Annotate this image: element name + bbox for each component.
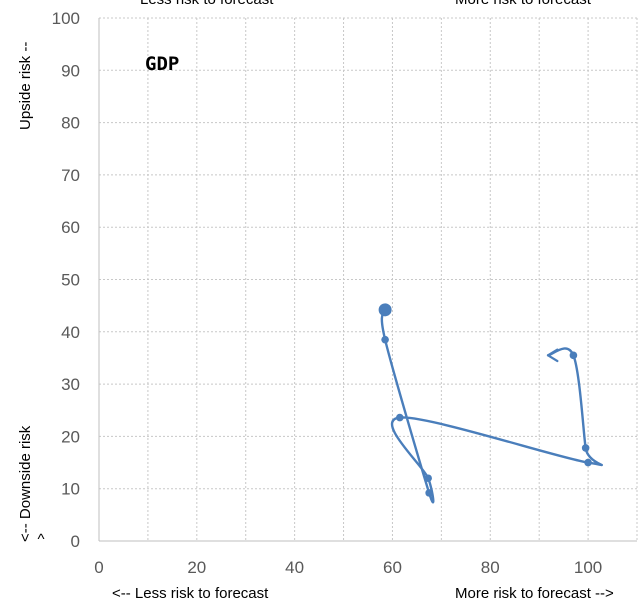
series-point-3 [424,474,432,483]
y-tick-label-0: 0 [71,532,80,551]
y-tick-label-100: 100 [52,9,80,28]
x-axis-label-left: <-- Less risk to forecast [112,585,269,602]
series-point-4 [395,413,404,422]
y-tick-label-10: 10 [61,480,80,499]
data-points [378,303,592,497]
x-tick-label-60: 60 [383,558,402,577]
y-tick-label-30: 30 [61,375,80,394]
series-start-point [378,303,392,317]
y-axis-label-caret: ^ [37,531,44,548]
x-axis-label-right: More risk to forecast --> [455,585,614,602]
x-tick-label-0: 0 [94,558,103,577]
y-tick-label-60: 60 [61,218,80,237]
gridlines [99,17,638,541]
y-tick-label-20: 20 [61,427,80,446]
series-point-1 [381,335,389,344]
top-label-right: More risk to forecast [455,0,592,8]
series-point-6 [581,444,590,452]
x-tick-label-80: 80 [481,558,500,577]
axes [98,18,637,542]
y-tick-label-90: 90 [61,61,80,80]
x-tick-label-20: 20 [187,558,206,577]
series-point-5 [584,458,592,467]
tick-labels: 0 10 20 30 40 50 60 70 80 90 100 0 20 40 60 80 100 [52,9,603,577]
series-point-7 [569,351,578,360]
top-label-left: Less risk to forecast [140,0,274,8]
y-tick-label-80: 80 [61,114,80,133]
chart-title: GDP [145,53,179,75]
series-end-arrow [546,348,559,363]
gdp-series-line [380,308,603,504]
series-point-2 [425,489,433,497]
y-tick-label-50: 50 [61,271,80,290]
y-tick-label-40: 40 [61,323,80,342]
x-tick-label-40: 40 [285,558,304,577]
y-axis-label-downside: <-- Downside risk [17,425,34,542]
y-axis-label-upside: Upside risk -- [17,42,34,130]
x-tick-label-100: 100 [574,558,602,577]
y-tick-label-70: 70 [61,166,80,185]
